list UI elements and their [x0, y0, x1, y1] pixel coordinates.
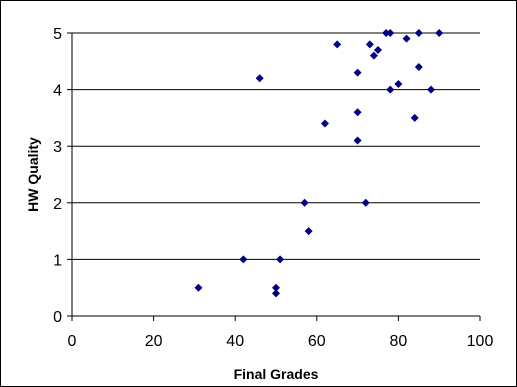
data-point-15: [369, 51, 378, 60]
data-point-9: [333, 40, 342, 49]
data-point-21: [402, 34, 411, 43]
y-tick-label-3: 3: [53, 139, 62, 156]
data-point-16: [374, 45, 382, 54]
data-point-1: [239, 255, 248, 264]
data-point-14: [365, 40, 374, 49]
data-point-4: [272, 289, 280, 298]
y-axis-title: HW Quality: [25, 137, 41, 212]
x-tick-label-4: 80: [390, 333, 408, 350]
x-axis-title: Final Grades: [234, 366, 319, 382]
x-tick-label-0: 0: [68, 333, 77, 350]
x-tick-label-5: 100: [467, 333, 494, 350]
data-point-25: [427, 85, 436, 94]
data-point-23: [414, 29, 423, 37]
data-point-13: [361, 198, 370, 207]
y-tick-label-1: 1: [53, 252, 62, 269]
x-tick-label-3: 60: [308, 333, 326, 350]
y-tick-label-0: 0: [53, 309, 62, 326]
data-point-6: [300, 198, 309, 207]
gridlines: [72, 32, 480, 260]
data-point-3: [272, 283, 280, 292]
data-point-26: [435, 29, 444, 37]
y-tick-label-4: 4: [53, 83, 62, 100]
data-point-24: [414, 62, 423, 71]
data-point-19: [386, 85, 395, 94]
data-point-0: [194, 283, 203, 292]
y-tick-labels: 0 1 2 3 4 5: [53, 26, 62, 326]
data-point-18: [386, 29, 395, 37]
data-point-20: [394, 79, 403, 88]
data-point-5: [276, 255, 285, 264]
data-points: [194, 29, 444, 298]
x-tick-label-1: 20: [145, 333, 163, 350]
data-point-7: [304, 227, 313, 236]
data-point-17: [382, 29, 391, 37]
x-tick-labels: 0 20 40 60 80 100: [68, 333, 494, 350]
data-point-2: [255, 74, 264, 83]
data-point-22: [410, 113, 419, 122]
x-tick-label-2: 40: [226, 333, 244, 350]
y-tick-label-5: 5: [53, 26, 62, 43]
axes: [67, 32, 481, 321]
y-tick-label-2: 2: [53, 196, 62, 213]
data-point-11: [353, 108, 362, 117]
data-point-10: [353, 68, 362, 77]
data-point-8: [320, 119, 329, 128]
data-point-12: [353, 136, 362, 145]
